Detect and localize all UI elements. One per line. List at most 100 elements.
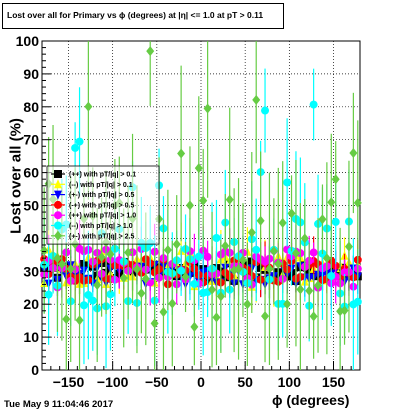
data-point	[283, 178, 292, 187]
legend-box	[46, 165, 160, 245]
data-point	[177, 148, 186, 159]
datestamp: Tue May 9 11:04:46 2017	[4, 399, 114, 410]
y-tick-label: 100	[16, 33, 40, 49]
y-tick-label: 0	[31, 362, 39, 378]
legend-marker	[54, 170, 62, 178]
data-point	[177, 266, 186, 275]
data-point	[238, 255, 247, 266]
data-point	[106, 249, 115, 260]
data-point	[66, 263, 75, 274]
data-point	[212, 234, 221, 243]
data-point	[150, 318, 159, 329]
y-tick-label: 50	[23, 198, 39, 214]
x-tick-label: 0	[197, 374, 205, 390]
data-point	[71, 143, 80, 152]
data-point	[194, 163, 203, 174]
data-point	[322, 253, 331, 264]
data-point	[181, 271, 190, 282]
data-point	[269, 246, 278, 257]
x-tick-label: 100	[278, 374, 302, 390]
x-tick-label: −100	[97, 374, 129, 390]
data-point	[243, 299, 252, 310]
data-point	[44, 290, 53, 299]
data-point	[309, 248, 318, 257]
data-point	[75, 137, 84, 146]
y-tick-label: 60	[23, 165, 39, 181]
data-point	[190, 279, 199, 288]
legend-entry: (+-) with pT/|q| > 2.5	[69, 233, 134, 240]
data-point	[261, 106, 270, 115]
legend-entry: (--) with pT/|q| > 1.0	[69, 223, 133, 230]
data-point	[84, 291, 93, 300]
data-point	[79, 301, 88, 310]
x-axis-label: ϕ (degrees)	[272, 392, 350, 408]
chart-title: Lost over all for Primary vs ϕ (degrees)…	[7, 10, 264, 20]
data-point	[203, 252, 212, 261]
legend-entry: (-+) with pT/|q| > 0.5	[69, 202, 134, 209]
y-tick-label: 40	[23, 230, 39, 246]
y-tick-label: 80	[23, 99, 39, 115]
data-point	[309, 311, 318, 322]
data-point	[190, 321, 199, 332]
data-point	[265, 263, 274, 274]
data-point	[168, 298, 177, 309]
data-point	[62, 314, 71, 325]
data-point	[296, 284, 305, 295]
data-point	[57, 259, 66, 270]
data-point	[225, 194, 234, 205]
data-point	[199, 195, 208, 206]
data-point	[291, 248, 300, 259]
legend-marker	[54, 221, 62, 230]
data-point	[159, 307, 168, 318]
data-point	[283, 299, 292, 310]
data-point	[274, 258, 283, 269]
title-box: Lost over all for Primary vs ϕ (degrees)…	[2, 3, 284, 29]
legend-marker	[54, 200, 62, 209]
legend-entry: (++) with pT/|q| > 1.0	[69, 213, 136, 220]
x-tick-label: 150	[322, 374, 346, 390]
data-point	[75, 315, 84, 326]
data-point	[331, 174, 340, 185]
data-point	[132, 264, 141, 275]
data-point	[327, 197, 336, 208]
y-tick-label: 30	[23, 263, 39, 279]
y-tick-label: 20	[23, 296, 39, 312]
data-point	[314, 280, 323, 291]
data-point	[309, 100, 318, 109]
data-point	[318, 214, 327, 225]
legend-marker	[54, 179, 62, 189]
data-point	[234, 263, 243, 274]
legend-marker	[54, 190, 62, 200]
data-point	[331, 217, 340, 226]
data-point	[247, 227, 256, 238]
data-point	[261, 311, 270, 322]
data-point	[163, 244, 172, 255]
data-point	[106, 290, 115, 299]
data-point	[252, 245, 261, 254]
data-point	[141, 273, 150, 284]
y-tick-label: 70	[23, 132, 39, 148]
data-point	[53, 253, 62, 264]
y-tick-label: 10	[23, 329, 39, 345]
data-point	[300, 233, 309, 244]
data-point	[212, 312, 221, 323]
data-point	[344, 241, 353, 252]
data-point	[216, 291, 225, 302]
data-point	[287, 208, 296, 219]
legend-marker	[54, 211, 62, 220]
data-point	[208, 284, 217, 295]
data-point	[221, 240, 230, 251]
data-point	[203, 103, 212, 114]
x-tick-label: 50	[237, 374, 253, 390]
data-point	[93, 280, 102, 291]
data-point	[185, 200, 194, 211]
y-tick-label: 90	[23, 66, 39, 82]
legend-entry: (--) with pT/|q| > 0.1	[69, 182, 133, 189]
data-point	[349, 147, 358, 158]
data-point	[146, 46, 155, 57]
data-point	[305, 285, 314, 296]
x-tick-label: −150	[53, 374, 85, 390]
data-point	[252, 94, 261, 105]
